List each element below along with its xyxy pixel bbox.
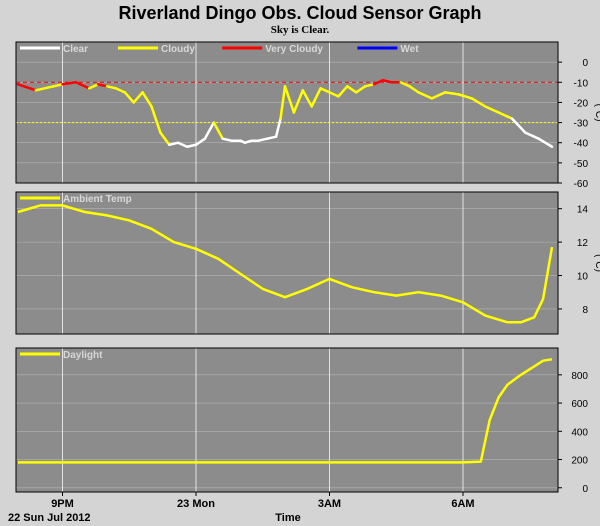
y-axis-label: (°C) [593,254,600,272]
sky-temp-segment [363,83,376,88]
sky-temp-segment [61,81,78,86]
plot-frame [15,41,559,184]
sky-temp-segment [257,137,269,142]
sky-temp-segment [185,143,198,148]
time-axis: 9PM 23 Mon 3AM 6AM [51,492,475,510]
sky-temp-segment [96,83,109,88]
sky-temp-segment [328,91,340,98]
y-tick-label: 800 [571,371,588,382]
x-tick-label: 6AM [451,498,474,510]
legend-label: Cloudy [161,44,195,55]
sky-temp-segment [497,111,514,120]
plot-frame [15,347,559,493]
sky-temperature-panel: 0 -10 -20 -30 -40 -50 -60 Clear Cloudy Very Cloud… [15,41,600,190]
sky-temp-segment [132,91,144,104]
x-tick-label: 3AM [318,498,341,510]
sky-temp-segment [283,85,296,114]
sky-temp-segment [74,81,91,90]
sky-temp-segment [354,85,367,94]
sky-temp-segment [537,137,554,148]
x-tick-label: 23 Mon [177,498,215,510]
sky-temp-segment [123,91,135,104]
sky-temp-segment [408,85,420,94]
sky-temp-segment [176,141,189,148]
sky-temp-segment [510,117,527,134]
sky-temp-segment [292,89,305,114]
sky-temp-segment [114,87,127,94]
sky-temp-segment [265,135,278,140]
sky-temp-segment [524,131,540,140]
sky-temp-segment [274,117,282,138]
y-tick-label: -30 [574,119,589,130]
plot-frame [15,191,559,335]
sky-temp-segment [34,85,55,92]
sky-temp-segment [417,91,434,100]
y-tick-label: -20 [574,98,589,109]
y-tick-label: 8 [582,305,588,316]
legend-label: Daylight [63,350,103,361]
sky-temp-segment [203,121,216,140]
sky-temp-segment [372,79,385,86]
y-tick-label: 200 [571,456,588,467]
sky-temp-segment [16,83,38,92]
y-tick-label: -40 [574,139,589,150]
sky-temp-segment [194,137,207,146]
legend-label: Clear [63,44,88,55]
ambient-temperature-panel: 8 10 12 14 Ambient Temp (°C) [15,191,600,335]
chart-title: Riverland Dingo Obs. Cloud Sensor Graph [118,3,481,23]
sky-temp-segment [484,105,500,114]
y-tick-label: 10 [577,272,589,283]
y-tick-label: 14 [577,205,589,216]
y-tick-label: 0 [582,484,588,495]
sky-temp-segment [301,89,313,108]
sky-temp-segment [310,87,322,108]
sky-temp-segment [168,141,180,146]
legend-label: Ambient Temp [63,194,132,205]
sky-temp-segment [87,83,100,90]
legend-label: Very Cloudy [265,44,323,55]
ambient-temp-line [17,204,554,324]
sky-temp-segment [470,97,487,108]
plot-area [16,348,558,492]
sky-temp-segment [337,85,349,98]
y-axis-label: (°C) [593,104,600,122]
sky-temp-segment [159,131,171,146]
sky-temp-segment [443,91,460,96]
daylight-line [18,358,553,464]
sky-temp-segment [52,83,64,88]
y-tick-label: -10 [574,78,589,89]
y-tick-label: 0 [582,58,588,69]
sky-temp-segment [105,85,118,90]
sky-temp-segment [279,85,287,120]
y-tick-label: 400 [571,427,588,438]
sky-temp-segment [150,105,162,134]
x-tick-label: 9PM [51,498,74,510]
plot-area [16,42,558,183]
sky-status-subtitle: Sky is Clear. [271,24,330,36]
y-tick-label: 600 [571,399,588,410]
sky-temp-segment [430,91,447,100]
sky-temp-segment [457,93,474,100]
legend-label: Wet [400,44,419,55]
daylight-panel: 0 200 400 600 800 Daylight [15,347,588,495]
sky-temp-segment [221,137,233,142]
y-tick-label: -50 [574,159,589,170]
y-tick-label: -60 [574,179,589,190]
sky-temp-segment [141,91,153,108]
x-axis-title: Time [275,512,300,524]
sky-temp-segment [346,85,358,94]
sky-temp-segment [381,79,394,84]
date-label: 22 Sun Jul 2012 [8,512,91,524]
sky-temp-segment [319,87,331,94]
sky-temp-segment [399,81,411,88]
sky-temp-segment [212,121,224,140]
y-tick-label: 12 [577,238,589,249]
